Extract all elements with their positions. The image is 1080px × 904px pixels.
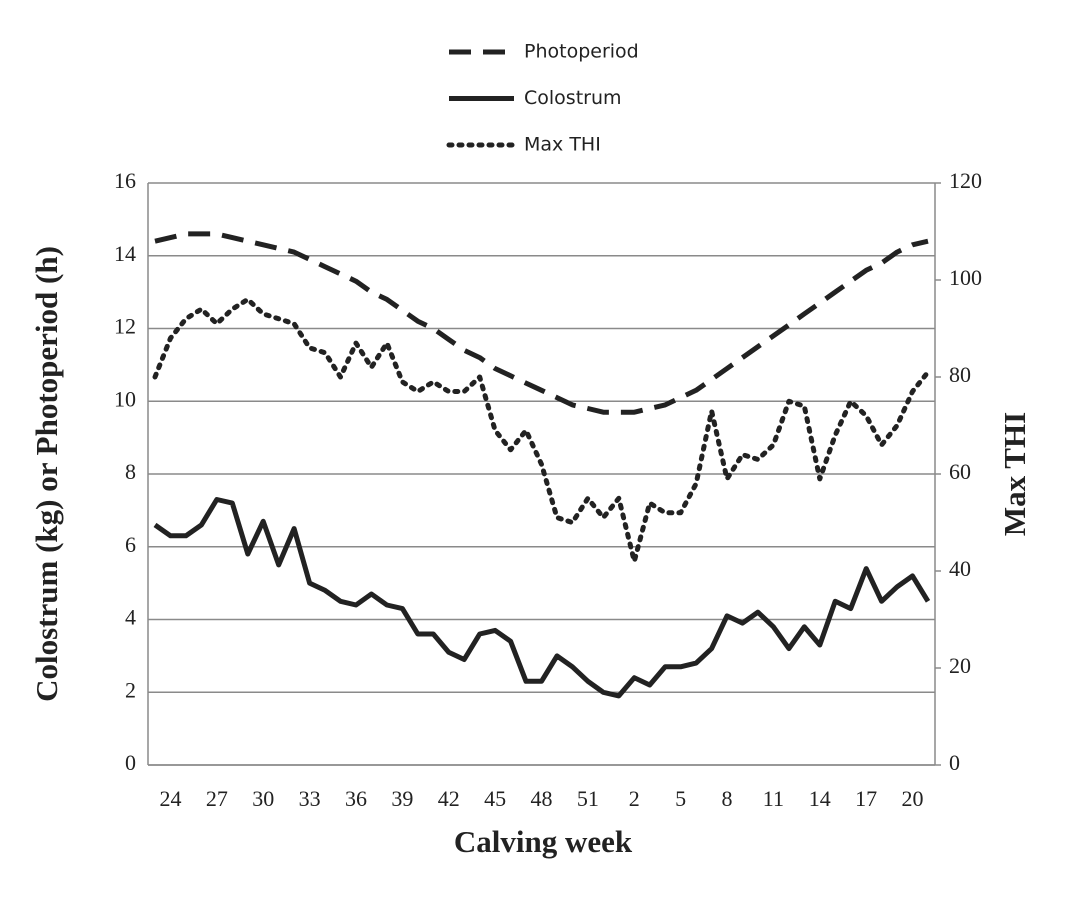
x-tick-label: 30 xyxy=(252,786,274,811)
y2-tick-label: 0 xyxy=(949,750,960,775)
y-tick-label: 12 xyxy=(114,314,136,339)
x-tick-label: 48 xyxy=(531,786,553,811)
y2-tick-label: 120 xyxy=(949,168,982,193)
y2-tick-label: 60 xyxy=(949,459,971,484)
y-axis-title: Colostrum (kg) or Photoperiod (h) xyxy=(29,246,64,702)
legend-label: Photoperiod xyxy=(524,41,639,63)
y2-tick-label: 100 xyxy=(949,265,982,290)
y-tick-label: 0 xyxy=(125,750,136,775)
x-axis-title: Calving week xyxy=(454,824,633,859)
line-series xyxy=(154,231,929,415)
y2-tick-label: 80 xyxy=(949,362,971,387)
x-tick-label: 33 xyxy=(299,786,321,811)
x-tick-label: 14 xyxy=(809,786,831,811)
y-tick-label: 8 xyxy=(125,459,136,484)
y-tick-label: 10 xyxy=(114,386,136,411)
x-tick-label: 17 xyxy=(855,786,877,811)
x-tick-label: 39 xyxy=(391,786,413,811)
y2-tick-label: 40 xyxy=(949,556,971,581)
y2-tick-label: 20 xyxy=(949,653,971,678)
y-tick-label: 4 xyxy=(125,605,136,630)
legend-label: Colostrum xyxy=(524,87,622,109)
y-tick-label: 14 xyxy=(114,241,136,266)
y-tick-label: 16 xyxy=(114,168,136,193)
x-tick-label: 42 xyxy=(438,786,460,811)
x-tick-label: 20 xyxy=(902,786,924,811)
x-tick-label: 11 xyxy=(763,786,784,811)
x-tick-label: 8 xyxy=(722,786,733,811)
y-tick-label: 6 xyxy=(125,532,136,557)
x-tick-label: 51 xyxy=(577,786,599,811)
x-tick-label: 27 xyxy=(206,786,228,811)
x-tick-label: 24 xyxy=(159,786,181,811)
line-series xyxy=(152,296,931,564)
x-tick-label: 5 xyxy=(675,786,686,811)
y-tick-label: 2 xyxy=(125,677,136,702)
line-series xyxy=(153,497,931,699)
x-tick-label: 45 xyxy=(484,786,506,811)
legend-label: Max THI xyxy=(524,134,601,156)
y2-axis-title: Max THI xyxy=(997,412,1032,536)
x-tick-label: 2 xyxy=(629,786,640,811)
x-tick-label: 36 xyxy=(345,786,367,811)
